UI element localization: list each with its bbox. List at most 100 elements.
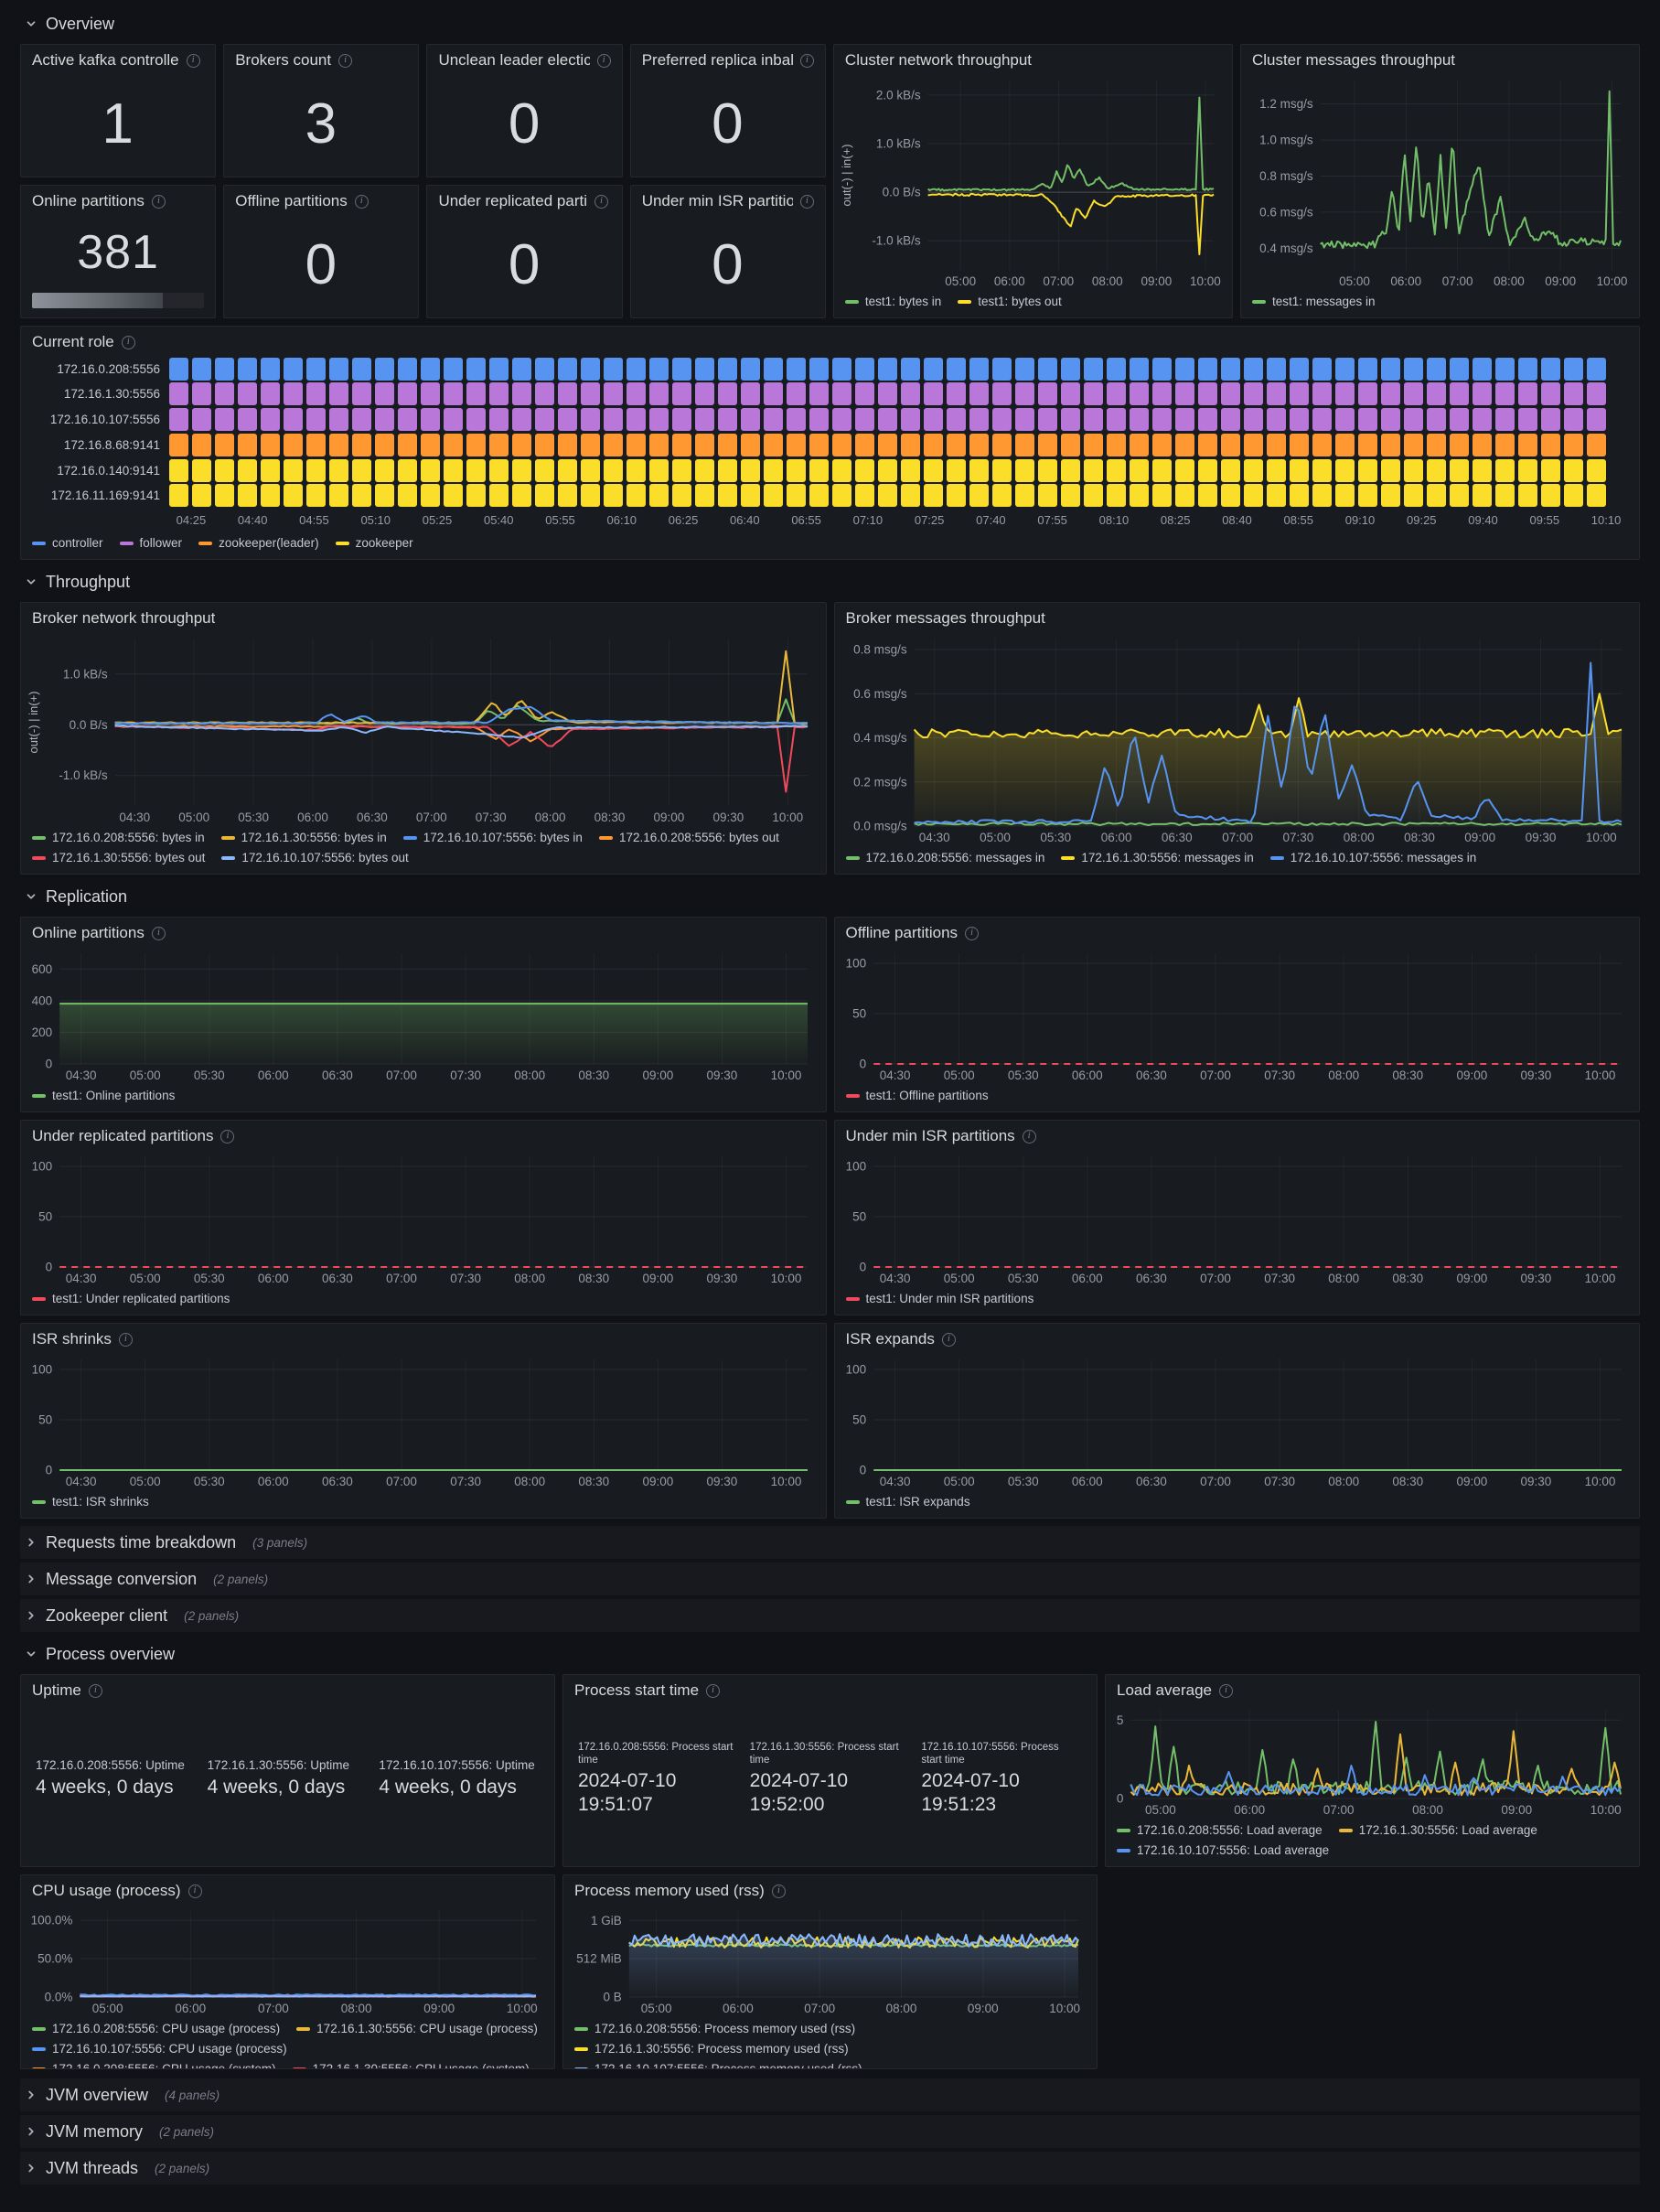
legend-item[interactable]: test1: ISR expands [845,1493,970,1510]
legend-item[interactable]: 172.16.0.208:5556: messages in [845,849,1044,866]
plot-area[interactable]: 04:30 05:00 05:30 06:00 06:30 07:00 07:30 08:00… [839,1149,1633,1287]
plot-area[interactable]: 05:00 06:00 07:00 08:00 09:00 10:00 1 GiB 512 M… [567,1904,1089,2017]
legend-item[interactable]: 172.16.10.107:5556: messages in [1269,849,1476,866]
legend-item[interactable]: test1: bytes in [844,293,941,310]
panel-title[interactable]: Process memory used (rss) [574,1882,765,1899]
plot-area[interactable]: 05:00 06:00 07:00 08:00 09:00 10:00 1.2 msg/s 1… [1245,73,1632,290]
legend-item[interactable]: 172.16.10.107:5556: bytes in [402,829,583,846]
panel-title[interactable]: Offline partitions [845,924,959,941]
plot-area[interactable]: 04:30 05:00 05:30 06:00 06:30 07:00 07:30 08:00… [25,1352,819,1490]
timeline-track[interactable] [169,433,1628,456]
panel-title[interactable]: Online partitions [32,924,145,941]
info-icon[interactable] [186,53,200,68]
plot-area[interactable]: 05:00 06:00 07:00 08:00 09:00 10:00 100.0% 50.0… [25,1904,547,2017]
section-header-throughput[interactable]: Throughput [20,565,1640,598]
chart-cpu-usage[interactable]: 05:00 06:00 07:00 08:00 09:00 10:00 100.0% 50.0… [25,1904,547,2017]
legend-item[interactable]: 172.16.0.208:5556: bytes in [32,829,205,846]
chart-broker-messages[interactable]: 04:30 05:00 05:30 06:00 06:30 07:00 07:30 08:00… [839,631,1633,846]
legend-item[interactable]: 172.16.0.208:5556: Process memory used (… [574,2020,855,2037]
plot-area[interactable]: 04:30 05:00 05:30 06:00 06:30 07:00 07:30 08:00… [839,1352,1633,1490]
section-header-zookeeper-client[interactable]: Zookeeper client (2 panels) [20,1599,1640,1632]
legend-item[interactable]: 172.16.1.30:5556: Load average [1338,1821,1537,1839]
legend-item[interactable]: 172.16.0.208:5556: CPU usage (system) [32,2060,276,2068]
panel-title[interactable]: Under min ISR partitio [641,192,793,209]
legend-item[interactable]: 172.16.1.30:5556: CPU usage (system) [292,2060,530,2068]
info-icon[interactable] [118,1332,133,1347]
chart-isr-expands[interactable]: 04:30 05:00 05:30 06:00 06:30 07:00 07:30 08:00… [839,1352,1633,1490]
chart-online-partitions[interactable]: 04:30 05:00 05:30 06:00 06:30 07:00 07:30 08:00… [25,946,819,1084]
legend-item[interactable]: 172.16.0.208:5556: Load average [1117,1821,1323,1839]
timeline-track[interactable] [169,408,1628,432]
panel-title[interactable]: Active kafka controlle [32,51,179,69]
chart-offline-partitions[interactable]: 04:30 05:00 05:30 06:00 06:30 07:00 07:30 08:00… [839,946,1633,1084]
timeline-track[interactable] [169,458,1628,482]
chart-load-average[interactable]: 05:00 06:00 07:00 08:00 09:00 10:00 5 0 [1109,1703,1632,1819]
info-icon[interactable] [965,926,980,940]
plot-area[interactable]: 05:00 06:00 07:00 08:00 09:00 10:00 5 0 [1109,1703,1632,1819]
legend-item[interactable]: 172.16.0.208:5556: bytes out [598,829,779,846]
chart-cluster-network[interactable]: 05:00 06:00 07:00 08:00 09:00 10:00 2.0 kB/s 1.… [838,73,1225,290]
panel-title[interactable]: Cluster messages throughput [1251,51,1456,69]
chart-under-replicated[interactable]: 04:30 05:00 05:30 06:00 06:30 07:00 07:30 08:00… [25,1149,819,1287]
panel-title[interactable]: Uptime [32,1681,81,1699]
info-icon[interactable] [594,194,608,209]
info-icon[interactable] [771,1884,786,1898]
panel-title[interactable]: Brokers count [235,51,332,69]
legend-item[interactable]: 172.16.1.30:5556: bytes out [32,849,205,866]
info-icon[interactable] [121,335,135,349]
timeline-track[interactable] [169,484,1628,508]
section-header-overview[interactable]: Overview [20,7,1640,40]
info-icon[interactable] [799,53,814,68]
panel-title[interactable]: Unclean leader electic [438,51,590,69]
chart-isr-shrinks[interactable]: 04:30 05:00 05:30 06:00 06:30 07:00 07:30 08:00… [25,1352,819,1490]
legend-item[interactable]: test1: Offline partitions [845,1087,989,1104]
chart-broker-network[interactable]: 04:30 05:00 05:30 06:00 06:30 07:00 07:30 08:00… [25,631,819,826]
legend-item[interactable]: 172.16.0.208:5556: CPU usage (process) [32,2020,280,2037]
panel-title[interactable]: Process start time [574,1681,700,1699]
info-icon[interactable] [220,1129,235,1144]
legend-item[interactable]: zookeeper [335,534,413,552]
info-icon[interactable] [941,1332,956,1347]
legend-item[interactable]: zookeeper(leader) [198,534,319,552]
info-icon[interactable] [1022,1129,1036,1144]
panel-title[interactable]: Broker network throughput [32,609,216,627]
info-icon[interactable] [338,53,353,68]
section-header-process-overview[interactable]: Process overview [20,1638,1640,1670]
section-header-replication[interactable]: Replication [20,880,1640,913]
plot-area[interactable]: 04:30 05:00 05:30 06:00 06:30 07:00 07:30 08:00… [25,1149,819,1287]
info-icon[interactable] [187,1884,202,1898]
info-icon[interactable] [799,194,814,209]
legend-item[interactable]: test1: ISR shrinks [32,1493,149,1510]
timeline-track[interactable] [169,382,1628,406]
chart-cluster-messages[interactable]: 05:00 06:00 07:00 08:00 09:00 10:00 1.2 msg/s 1… [1245,73,1632,290]
info-icon[interactable] [354,194,369,209]
panel-title[interactable]: Broker messages throughput [845,609,1045,627]
panel-title[interactable]: CPU usage (process) [32,1882,181,1899]
legend-item[interactable]: 172.16.10.107:5556: Process memory used … [574,2060,862,2068]
section-header-jvm-overview[interactable]: JVM overview (4 panels) [20,2078,1640,2111]
legend-item[interactable]: test1: Under replicated partitions [32,1290,230,1307]
panel-title[interactable]: ISR shrinks [32,1330,112,1348]
info-icon[interactable] [88,1683,102,1698]
panel-title[interactable]: Current role [32,333,114,350]
section-header-jvm-threads[interactable]: JVM threads (2 panels) [20,2152,1640,2185]
panel-title[interactable]: Offline partitions [235,192,348,209]
legend-item[interactable]: 172.16.10.107:5556: CPU usage (process) [32,2040,287,2057]
info-icon[interactable] [596,53,611,68]
info-icon[interactable] [706,1683,721,1698]
panel-title[interactable]: Under min ISR partitions [845,1127,1015,1144]
section-header-message-conversion[interactable]: Message conversion (2 panels) [20,1562,1640,1595]
panel-title[interactable]: Load average [1117,1681,1212,1699]
plot-area[interactable]: 04:30 05:00 05:30 06:00 06:30 07:00 07:30 08:00… [839,946,1633,1084]
legend-item[interactable]: test1: bytes out [958,293,1062,310]
legend-item[interactable]: 172.16.10.107:5556: bytes out [221,849,409,866]
panel-title[interactable]: Online partitions [32,192,145,209]
panel-title[interactable]: Cluster network throughput [844,51,1033,69]
legend-item[interactable]: 172.16.1.30:5556: bytes in [220,829,387,846]
legend-item[interactable]: follower [119,534,182,552]
info-icon[interactable] [1218,1683,1233,1698]
legend-item[interactable]: controller [32,534,103,552]
legend-item[interactable]: 172.16.1.30:5556: messages in [1061,849,1254,866]
legend-item[interactable]: 172.16.1.30:5556: Process memory used (r… [574,2040,849,2057]
plot-area[interactable]: 05:00 06:00 07:00 08:00 09:00 10:00 2.0 kB/s 1.… [838,73,1225,290]
